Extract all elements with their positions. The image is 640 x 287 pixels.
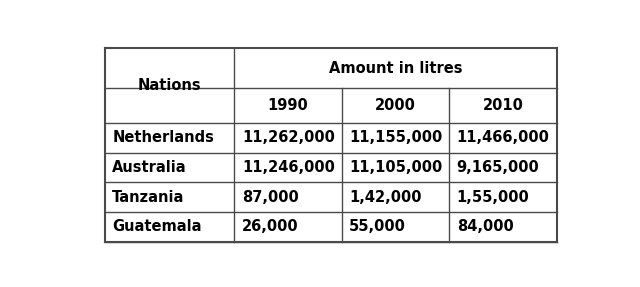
Text: 11,105,000: 11,105,000	[349, 160, 442, 175]
Text: 87,000: 87,000	[242, 190, 299, 205]
Text: Amount in litres: Amount in litres	[329, 61, 462, 75]
Text: Nations: Nations	[138, 78, 202, 93]
Text: Australia: Australia	[112, 160, 187, 175]
Text: 11,262,000: 11,262,000	[242, 130, 335, 145]
Text: 55,000: 55,000	[349, 219, 406, 234]
Text: Netherlands: Netherlands	[112, 130, 214, 145]
Text: Guatemala: Guatemala	[112, 219, 202, 234]
Text: 11,155,000: 11,155,000	[349, 130, 442, 145]
Text: 1,42,000: 1,42,000	[349, 190, 422, 205]
Text: 1,55,000: 1,55,000	[457, 190, 529, 205]
Text: 11,246,000: 11,246,000	[242, 160, 335, 175]
Text: 2010: 2010	[483, 98, 524, 113]
Text: 1990: 1990	[268, 98, 308, 113]
Text: 2000: 2000	[375, 98, 416, 113]
Text: 9,165,000: 9,165,000	[457, 160, 540, 175]
Text: Tanzania: Tanzania	[112, 190, 184, 205]
Text: 84,000: 84,000	[457, 219, 513, 234]
Text: 11,466,000: 11,466,000	[457, 130, 550, 145]
Text: 26,000: 26,000	[242, 219, 298, 234]
